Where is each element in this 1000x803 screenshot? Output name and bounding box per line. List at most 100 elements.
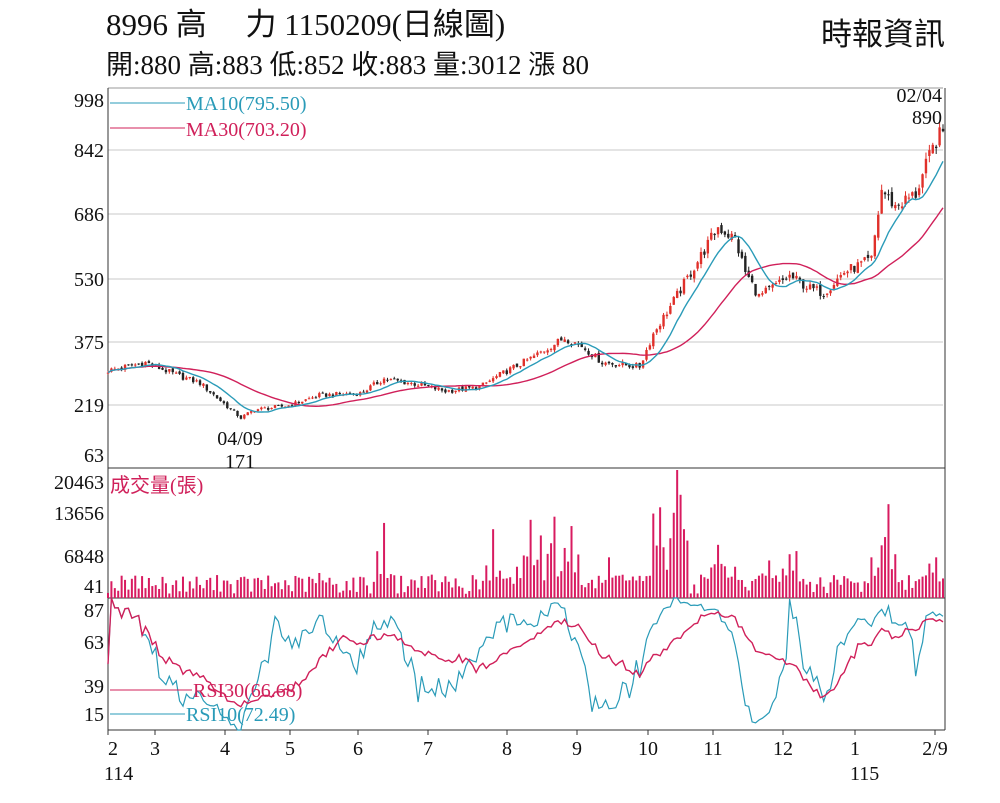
- volume-bar: [400, 575, 403, 598]
- candle-body: [710, 232, 713, 240]
- volume-bar: [233, 593, 236, 598]
- candle-body: [481, 382, 485, 387]
- candle-body: [161, 367, 164, 370]
- volume-bar: [236, 579, 239, 598]
- candle-body: [665, 314, 669, 317]
- volume-bar: [274, 583, 276, 598]
- candle-body: [376, 382, 379, 385]
- candle-body: [703, 251, 706, 255]
- volume-bar: [853, 582, 856, 598]
- candle-body: [498, 372, 502, 377]
- candle-body: [185, 377, 188, 380]
- candle-body: [934, 146, 938, 149]
- volume-bar: [389, 574, 392, 598]
- volume-bar: [222, 580, 225, 598]
- volume-bar: [884, 537, 887, 598]
- source-label: 時報資訊: [821, 17, 945, 52]
- volume-tick: 20463: [54, 472, 104, 494]
- volume-bar: [751, 580, 754, 598]
- volume-bar: [216, 575, 219, 598]
- candle-body: [699, 252, 703, 265]
- candle-body: [566, 340, 570, 344]
- ma30-line: [107, 207, 944, 408]
- high-value-annotation: 890: [912, 107, 942, 129]
- volume-bar: [819, 577, 822, 598]
- volume-bar: [410, 579, 413, 598]
- volume-bar: [359, 576, 362, 598]
- volume-bar: [478, 589, 481, 598]
- candle-body: [416, 385, 420, 387]
- candle-body: [832, 284, 836, 289]
- volume-bar: [366, 585, 369, 598]
- volume-tick: 6848: [64, 546, 104, 568]
- candle-body: [870, 255, 873, 258]
- volume-bar: [134, 575, 137, 598]
- candle-body: [365, 390, 369, 393]
- candle-body: [767, 286, 771, 288]
- candle-body: [144, 361, 147, 367]
- volume-bar: [621, 574, 624, 598]
- candle-body: [546, 350, 549, 353]
- candle-body: [130, 364, 134, 366]
- candle-body: [181, 372, 185, 380]
- year-label: 114: [104, 763, 133, 785]
- volume-bar: [768, 560, 771, 598]
- volume-bar: [652, 513, 655, 598]
- volume-bar: [413, 580, 416, 598]
- candle-body: [805, 288, 808, 290]
- year-label: 115: [850, 763, 879, 785]
- candle-body: [781, 278, 785, 281]
- candle-body: [423, 382, 427, 386]
- candle-body: [389, 378, 393, 380]
- month-label: 6: [353, 738, 363, 760]
- volume-bar: [492, 529, 495, 598]
- month-label: 11: [703, 738, 722, 760]
- volume-bar: [246, 578, 249, 598]
- volume-bar: [665, 569, 668, 598]
- volume-bar: [420, 576, 423, 598]
- volume-bar: [396, 593, 399, 598]
- candle-body: [771, 284, 774, 288]
- volume-bar: [120, 575, 123, 598]
- candle-body: [829, 290, 832, 294]
- volume-bar: [144, 588, 147, 598]
- volume-bar: [362, 577, 365, 598]
- candle-body: [812, 283, 815, 289]
- candle-body: [597, 352, 600, 363]
- volume-bar: [577, 554, 580, 598]
- high-date-annotation: 02/04: [896, 85, 942, 107]
- volume-bar: [151, 586, 154, 598]
- candle-body: [938, 127, 941, 146]
- candle-body: [621, 361, 624, 366]
- volume-tick: 41: [84, 576, 104, 598]
- marks: [106, 122, 945, 731]
- volume-bar: [124, 579, 127, 598]
- volume-bar: [536, 559, 539, 598]
- candle-body: [897, 204, 900, 206]
- candle-body: [338, 392, 341, 395]
- candle-body: [270, 407, 273, 410]
- volume-bar: [505, 578, 508, 598]
- ma10-line: [107, 160, 944, 413]
- volume-bar: [331, 584, 334, 598]
- candle-body: [198, 380, 202, 385]
- volume-bar: [867, 583, 870, 598]
- candle-body: [727, 233, 730, 238]
- volume-bar: [475, 579, 478, 598]
- candle-body: [774, 283, 778, 285]
- volume-bar: [430, 574, 433, 598]
- volume-bar: [498, 570, 501, 598]
- candle-body: [266, 408, 270, 410]
- candle-body: [672, 297, 675, 305]
- candle-body: [529, 356, 532, 359]
- volume-bar: [526, 556, 529, 598]
- volume-bar: [778, 581, 781, 598]
- volume-bar: [747, 590, 750, 598]
- volume-bar: [318, 572, 321, 598]
- volume-bar: [676, 470, 679, 598]
- volume-bar: [192, 588, 195, 598]
- candle-body: [600, 362, 604, 365]
- volume-bar: [614, 575, 617, 598]
- candle-body: [849, 264, 853, 271]
- volume-bar: [546, 553, 549, 598]
